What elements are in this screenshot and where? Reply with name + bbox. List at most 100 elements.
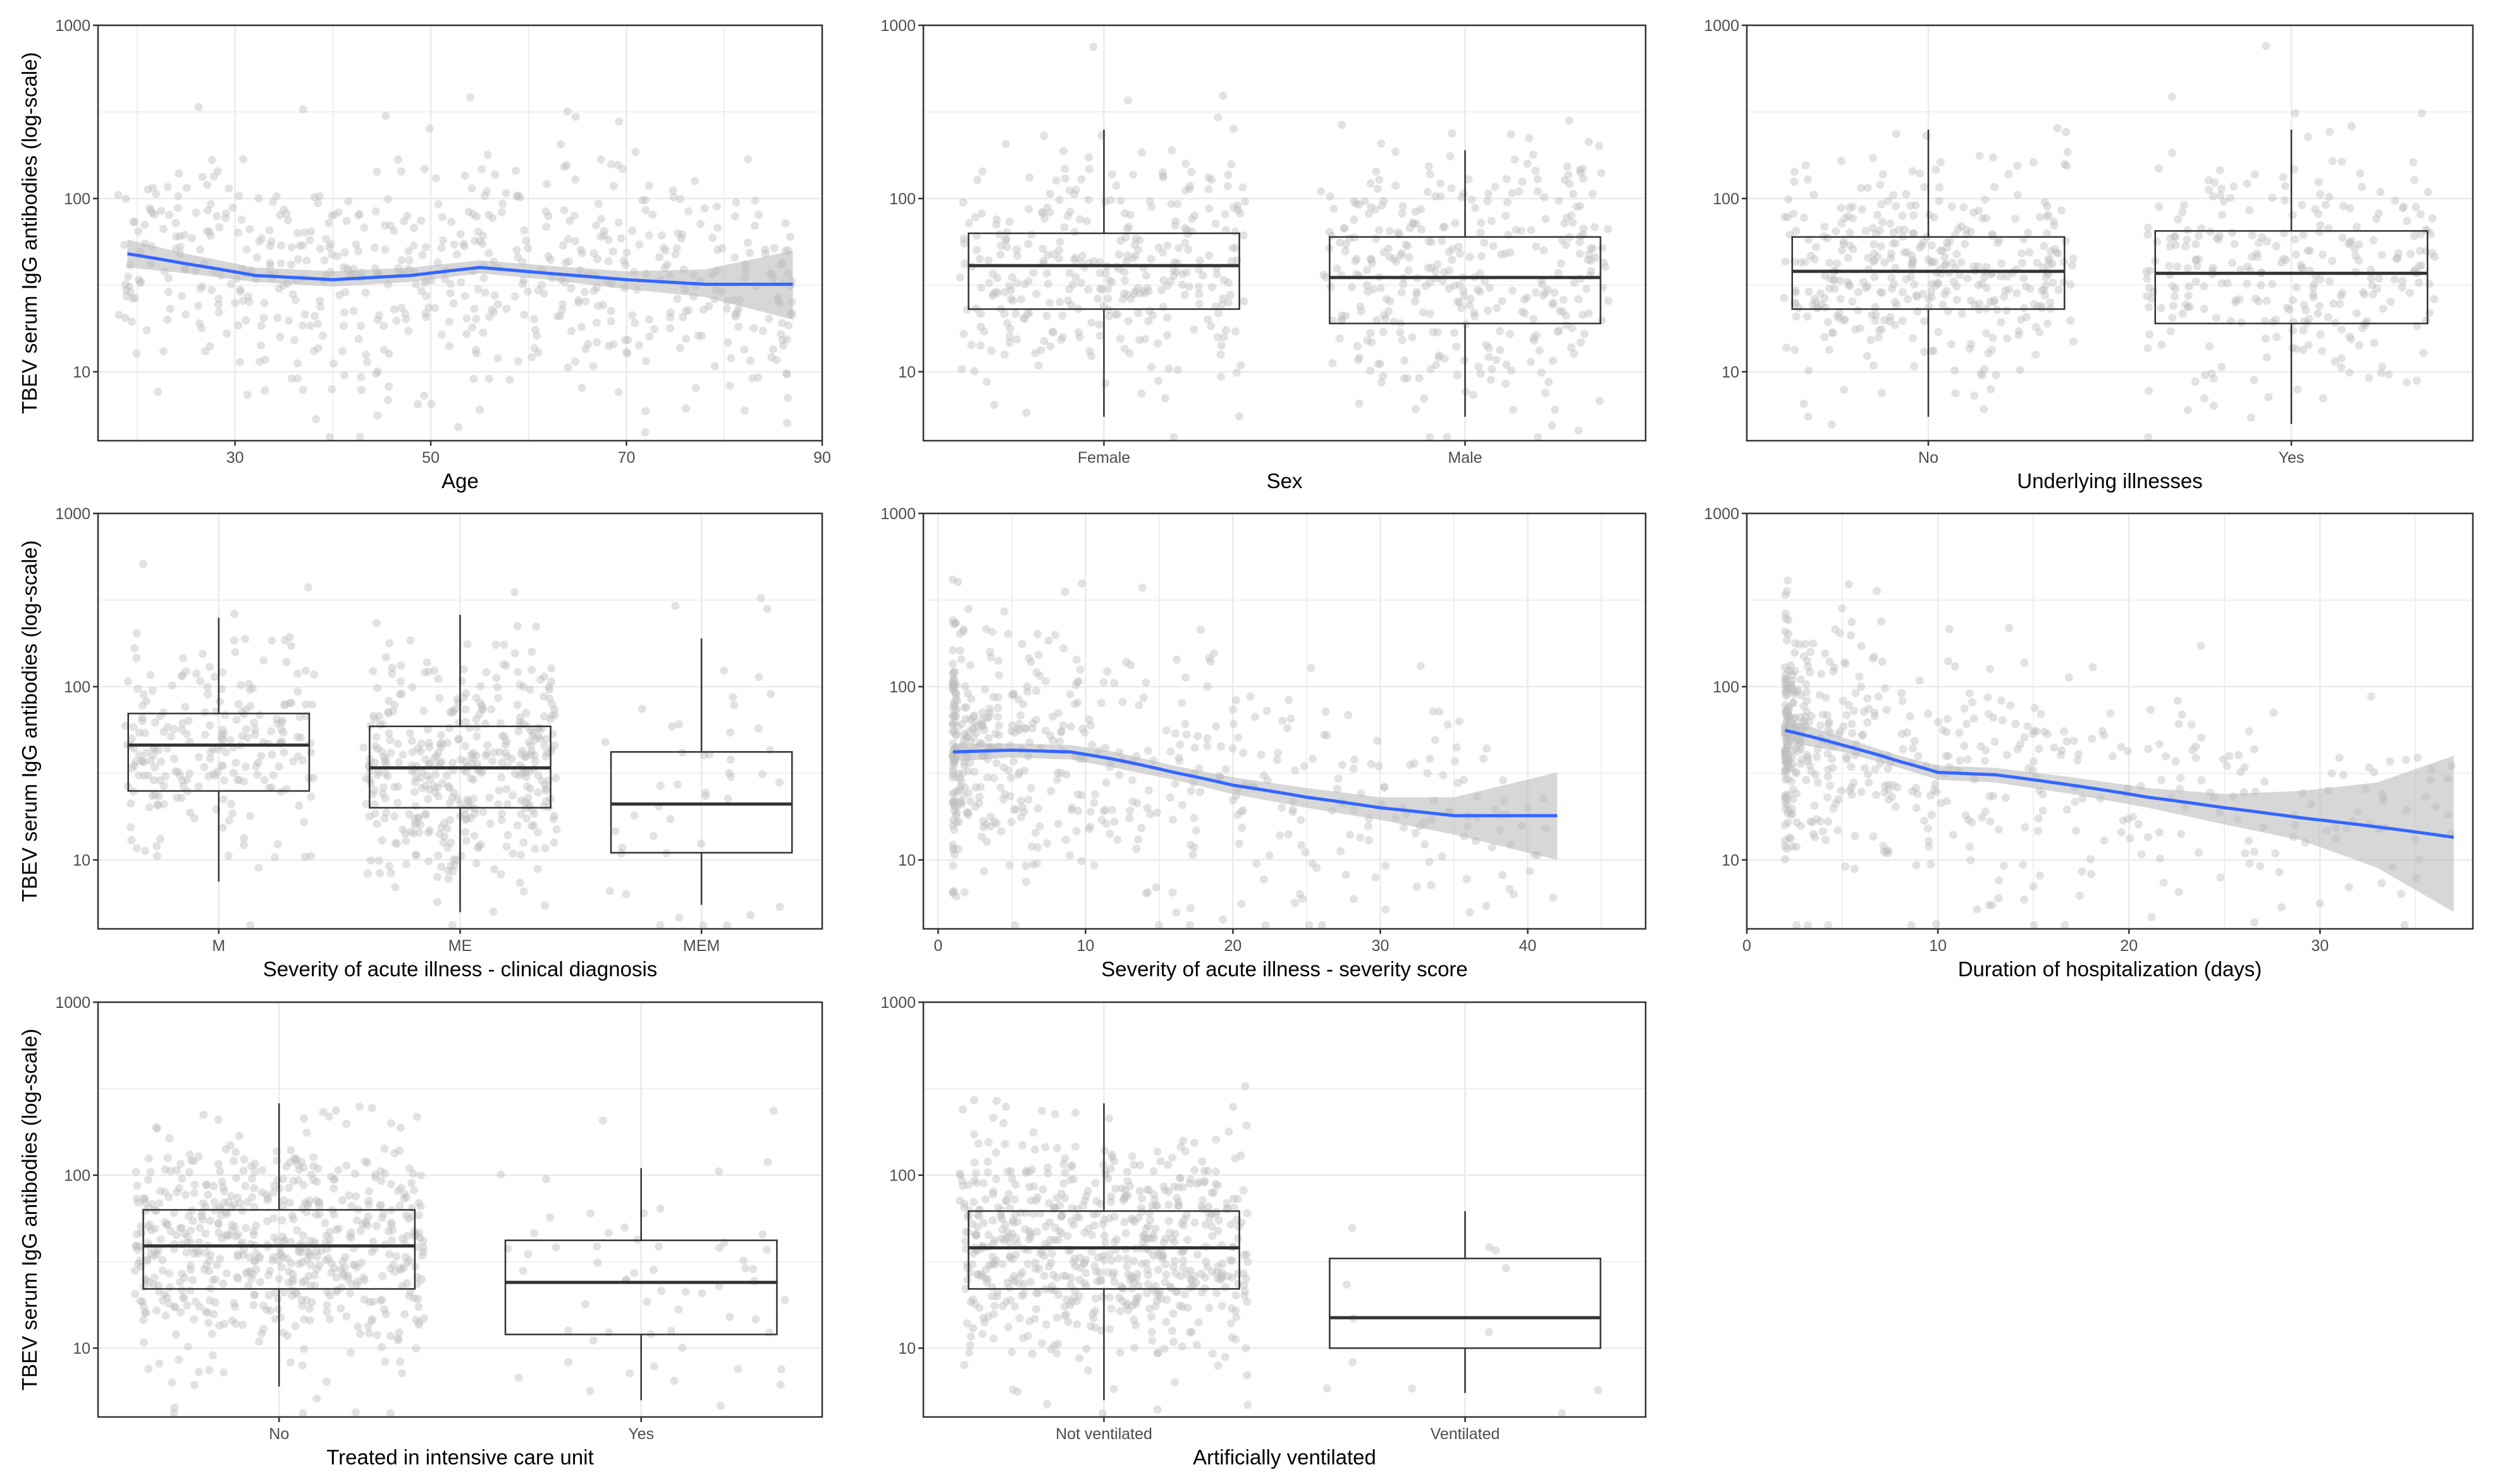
data-point (1588, 244, 1597, 253)
data-point (374, 768, 383, 776)
data-point (648, 211, 657, 219)
data-point (635, 341, 643, 350)
data-point (1026, 1277, 1035, 1286)
data-point (250, 725, 259, 733)
data-point (529, 821, 538, 830)
data-point (657, 1287, 666, 1296)
data-point (478, 705, 487, 714)
data-point (1353, 341, 1362, 350)
data-point (284, 1279, 293, 1287)
data-point (360, 1295, 369, 1304)
data-point (2254, 297, 2263, 306)
data-point (368, 1315, 377, 1323)
data-point (386, 1332, 395, 1340)
data-point (342, 1312, 351, 1321)
data-point (1781, 610, 1790, 618)
data-point (986, 822, 995, 831)
data-point (273, 1294, 282, 1303)
data-point (209, 1275, 218, 1284)
data-point (226, 736, 235, 744)
data-point (314, 1198, 323, 1206)
data-point (1262, 706, 1271, 715)
data-point (230, 610, 238, 618)
data-point (419, 706, 428, 715)
data-point (641, 357, 650, 365)
data-point (560, 163, 569, 171)
data-point (2145, 386, 2153, 395)
data-point (1966, 228, 1975, 236)
data-point (991, 729, 1000, 738)
data-point (324, 1254, 333, 1263)
data-point (950, 718, 959, 727)
data-point (278, 737, 286, 745)
data-point (959, 627, 968, 635)
data-point (1135, 1187, 1144, 1196)
data-point (1782, 614, 1790, 623)
data-point (1440, 223, 1449, 231)
data-point (1020, 766, 1029, 775)
data-point (1142, 271, 1150, 280)
data-point (2231, 296, 2240, 305)
data-point (1576, 202, 1584, 211)
data-point (1982, 329, 1991, 338)
data-point (299, 1180, 308, 1189)
data-point (701, 788, 710, 797)
data-point (979, 823, 988, 831)
data-point (1940, 261, 1949, 269)
data-point (2316, 275, 2325, 284)
data-point (242, 705, 250, 714)
data-point (494, 800, 503, 809)
data-point (228, 204, 237, 212)
data-point (1074, 806, 1083, 815)
data-point (1111, 310, 1120, 319)
data-point (2321, 200, 2330, 209)
data-point (1821, 649, 1830, 658)
data-point (1149, 1167, 1158, 1175)
data-point (1196, 788, 1205, 796)
data-point (1783, 710, 1792, 719)
data-point (516, 713, 525, 722)
data-point (1541, 288, 1549, 297)
data-point (220, 776, 228, 785)
data-point (355, 1102, 364, 1111)
data-point (515, 193, 524, 202)
data-point (195, 319, 204, 328)
data-point (1532, 242, 1540, 251)
data-point (1806, 647, 1815, 656)
data-point (431, 788, 440, 797)
data-point (1836, 295, 1845, 304)
data-point (256, 1278, 265, 1287)
data-point (1582, 285, 1591, 293)
data-point (2282, 255, 2291, 264)
data-point (2191, 742, 2200, 751)
data-point (416, 1234, 424, 1242)
data-point (657, 231, 666, 240)
data-point (463, 640, 472, 649)
data-point (949, 675, 958, 684)
y-tick-label: 1000 (55, 994, 90, 1012)
data-point (173, 204, 182, 212)
data-point (2236, 768, 2245, 776)
data-point (956, 646, 964, 655)
data-point (545, 694, 554, 703)
data-point (1032, 668, 1041, 677)
data-point (192, 669, 201, 678)
data-point (159, 727, 168, 736)
data-point (1496, 346, 1505, 355)
data-point (2062, 805, 2071, 814)
x-tick-label: 50 (422, 449, 440, 467)
data-point (1780, 766, 1789, 775)
data-point (1008, 721, 1017, 730)
data-point (1057, 335, 1066, 344)
data-point (309, 1153, 318, 1162)
data-point (245, 225, 254, 233)
data-point (194, 102, 203, 111)
data-point (1788, 842, 1797, 851)
data-point (305, 1316, 314, 1325)
data-point (624, 336, 632, 345)
data-point (158, 1266, 167, 1275)
data-point (304, 1272, 313, 1280)
data-point (1570, 349, 1578, 358)
data-point (705, 302, 713, 310)
data-point (983, 1157, 992, 1166)
